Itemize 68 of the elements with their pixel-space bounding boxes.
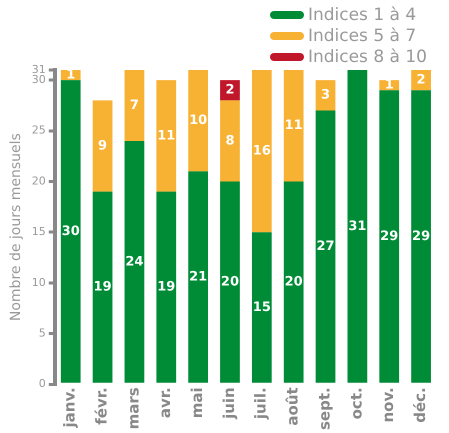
bar (60, 80, 81, 383)
data-label: 21 (189, 269, 208, 284)
y-tick-label: 31 (32, 62, 46, 76)
bar (348, 70, 368, 383)
y-tick-label: 30 (32, 73, 46, 86)
x-tick-label: juil. (252, 387, 270, 420)
x-tick-label: juin (220, 387, 238, 420)
y-tick-label: 15 (32, 225, 46, 238)
y-tick-label: 20 (32, 174, 46, 188)
y-tick-label: 5 (38, 326, 46, 340)
bar (156, 192, 176, 383)
bar (252, 70, 272, 232)
y-tick-label: 10 (32, 276, 46, 289)
data-label: 9 (98, 138, 108, 154)
bar (411, 70, 431, 90)
data-label: 11 (157, 128, 176, 144)
data-label: 19 (157, 280, 176, 295)
data-label: 15 (252, 300, 271, 315)
bar (379, 90, 400, 383)
bar (124, 70, 144, 141)
x-tick-label: mars (124, 387, 142, 430)
bar (220, 182, 240, 383)
bar (156, 80, 176, 192)
y-tick-label: 0 (38, 377, 46, 390)
y-axis-title: Nombre de jours mensuels (8, 133, 24, 322)
legend-label: Indices 8 à 10 (308, 46, 427, 66)
data-label: 20 (284, 274, 303, 290)
bar (220, 100, 240, 182)
bar (316, 110, 336, 383)
data-label: 11 (284, 118, 303, 134)
x-tick-label: févr. (92, 387, 110, 425)
data-label: 20 (220, 274, 240, 290)
bar (252, 232, 272, 383)
legend-label: Indices 5 à 7 (308, 26, 416, 46)
data-label: 10 (189, 113, 208, 128)
bar (92, 192, 112, 383)
bar (411, 90, 431, 383)
bar (220, 80, 240, 100)
data-label: 30 (62, 224, 80, 239)
data-label: 31 (348, 218, 366, 234)
data-label: 2 (416, 72, 426, 88)
data-label: 27 (316, 239, 335, 254)
x-tick-label: janv. (60, 387, 79, 428)
bar (92, 100, 112, 192)
data-label: 16 (252, 143, 271, 158)
data-label: 19 (94, 280, 112, 295)
y-tick-label: 25 (32, 124, 46, 137)
bar (188, 171, 208, 383)
x-tick-label: mai (188, 387, 206, 418)
data-label: 7 (130, 98, 139, 113)
data-label: 29 (412, 228, 430, 244)
x-tick-label: sept. (315, 387, 334, 430)
x-tick-label: août (284, 387, 302, 426)
bar (284, 70, 304, 182)
x-tick-label: oct. (347, 387, 366, 420)
data-label: 24 (125, 254, 144, 270)
data-label: 3 (321, 88, 330, 103)
x-tick-label: déc. (410, 387, 429, 423)
x-tick-label: avr. (156, 387, 174, 418)
bar (124, 140, 144, 383)
bar (316, 80, 336, 111)
data-label: 8 (225, 133, 234, 148)
data-label: 2 (225, 82, 234, 98)
bar (284, 182, 304, 383)
x-tick-label: nov. (379, 387, 398, 423)
legend-label: Indices 1 à 4 (308, 4, 416, 24)
data-label: 29 (380, 228, 398, 244)
bar (188, 70, 208, 172)
